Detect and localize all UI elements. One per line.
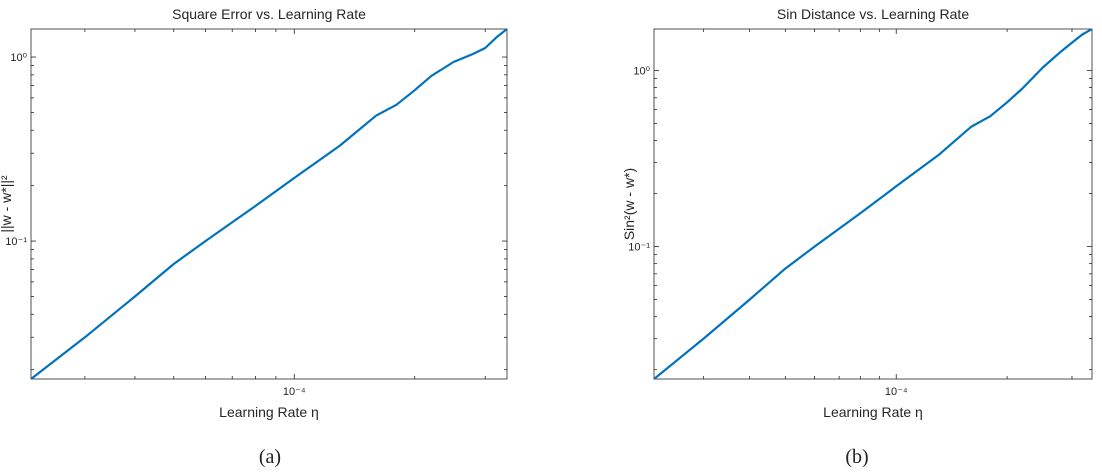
y-axis-label: Sin²(w - w*) bbox=[621, 168, 637, 240]
y-tick-label: 10⁰ bbox=[633, 65, 650, 77]
figure-caption: (b) bbox=[845, 446, 868, 468]
chart-title: Square Error vs. Learning Rate bbox=[172, 6, 366, 22]
y-tick-label: 10⁰ bbox=[10, 52, 27, 64]
x-tick-label: 10⁻⁴ bbox=[885, 386, 908, 398]
figure-caption: (a) bbox=[259, 446, 281, 468]
series-line bbox=[31, 29, 507, 379]
series-line bbox=[654, 29, 1092, 379]
x-tick-label: 10⁻⁴ bbox=[283, 386, 306, 398]
chart-1: Square Error vs. Learning Rate Learning R… bbox=[0, 6, 508, 468]
chart-title: Sin Distance vs. Learning Rate bbox=[777, 6, 969, 22]
axes-box bbox=[30, 28, 508, 380]
y-tick-label: 10⁻¹ bbox=[5, 236, 27, 248]
chart-2: Sin Distance vs. Learning Rate Learning R… bbox=[621, 6, 1093, 468]
y-tick-label: 10⁻¹ bbox=[628, 242, 650, 254]
y-axis-label: ||w - w*||² bbox=[0, 175, 14, 233]
x-axis-label: Learning Rate η bbox=[823, 404, 923, 420]
x-axis-label: Learning Rate η bbox=[219, 404, 319, 420]
